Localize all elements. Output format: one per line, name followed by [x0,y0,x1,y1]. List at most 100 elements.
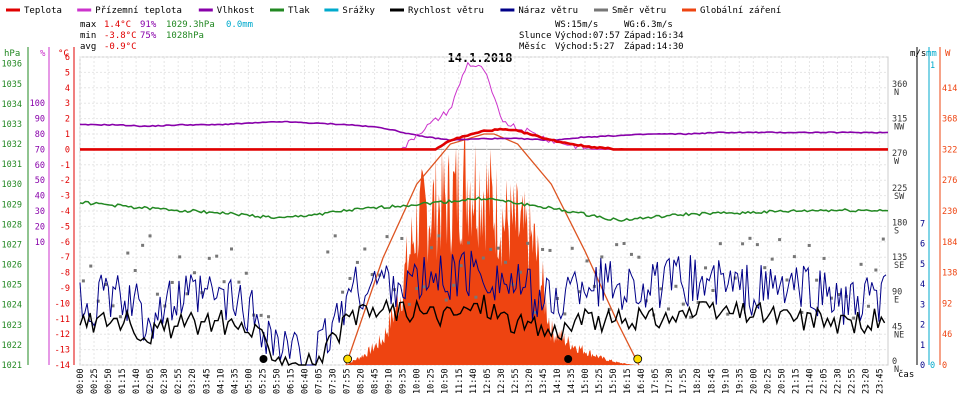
wind-direction-point [215,254,219,258]
tick-x: 13:20 [525,368,535,394]
legend-label: Směr větru [612,6,666,16]
tick-x: 01:40 [132,368,142,394]
tick-x: 09:10 [385,368,395,394]
tick-x: 00:25 [90,368,100,394]
wind-direction-point [659,287,663,291]
tick-ms: 2 [920,321,925,331]
wind-direction-point [104,283,108,287]
tick-x: 02:05 [146,368,156,394]
tick-hpa: 1032 [2,140,22,150]
tick-wm2: 138 [942,269,957,279]
wind-direction-point [526,241,530,245]
stats-max-hum: 91% [140,20,157,30]
tick-pct: 100 [30,99,45,109]
wind-direction-point [770,257,774,261]
tick-x: 01:15 [118,368,128,394]
tick-hpa: 1034 [2,100,22,110]
wind-direction-point [763,266,767,270]
legend-label: Přízemní teplota [95,6,182,16]
tick-x: 15:25 [595,368,605,394]
tick-x: 04:35 [230,368,240,394]
sun-marker [633,354,643,364]
stats-sun-label: Slunce [519,31,552,41]
tick-dir-label: S [894,226,899,236]
tick-hpa: 1036 [2,60,22,70]
tick-ms: 6 [920,240,925,250]
tick-wm2: 92 [942,299,952,309]
wind-direction-point [548,248,552,252]
legend: Teplota Přízemní teplota Vlhkost Tlak Srážky… [6,6,781,16]
axes: hPa1021102210231024102510261027102810291… [2,47,957,394]
stats-moon-rise: Východ:5:27 [555,42,615,52]
wind-direction-point [141,243,145,247]
tick-temp: -11 [55,315,70,325]
tick-dir-deg: 135 [892,253,907,263]
tick-x: 19:35 [735,368,745,394]
wind-direction-point [207,256,211,260]
stats-sun-rise: Východ:07:57 [555,31,620,41]
tick-x: 14:10 [553,368,563,394]
wind-direction-point [111,304,115,308]
tick-x: 07:05 [314,368,324,394]
tick-x: 11:15 [455,368,465,394]
series-tlak [79,196,889,222]
stats-moon-label: Měsíc [519,42,546,52]
wind-direction-point [541,247,545,251]
wind-direction-point [504,260,508,264]
tick-pct: 40 [35,192,45,202]
radiation-series [345,133,640,366]
series-p-zemn-teplota [80,61,888,150]
series-rychlost-v-tru [79,294,886,367]
wind-direction-point [681,302,685,306]
tick-x: 19:10 [721,368,731,394]
tick-dir-label: N [894,365,899,375]
tick-dir-deg: 45 [892,322,902,332]
tick-x: 23:20 [862,368,872,394]
tick-hpa: 1031 [2,160,22,170]
tick-x: 16:40 [637,368,647,394]
tick-ms: 3 [920,300,925,310]
wind-direction-point [467,241,471,245]
tick-dir-deg: 315 [892,114,907,124]
tick-temp: -6 [60,238,70,248]
wind-direction-point [370,273,374,277]
wind-direction-point [637,255,641,259]
tick-pct: 60 [35,161,45,171]
wind-direction-point [407,302,411,306]
tick-wm2: 414 [942,84,957,94]
tick-hpa: 1026 [2,261,22,271]
wind-direction-point [341,290,345,294]
tick-x: 20:00 [749,368,759,394]
tick-hpa: 1023 [2,321,22,331]
line-series [79,61,889,367]
wind-direction-point [192,271,196,275]
tick-x: 15:00 [581,368,591,394]
tick-x: 00:00 [76,368,86,394]
tick-x: 21:15 [791,368,801,394]
tick-dir-deg: 225 [892,184,907,194]
stats-avg-temp: -0.9°C [104,42,137,52]
stats-wg: WG:6.3m/s [624,20,673,30]
legend-label: Náraz větru [518,6,578,16]
tick-x: 23:45 [876,368,886,394]
wind-direction-point [363,247,367,251]
stats-min-temp: -3.8°C [104,31,137,41]
wind-direction-point [755,243,759,247]
wind-direction-point [118,315,122,319]
tick-temp: -13 [55,346,70,356]
wind-direction-point [81,279,85,283]
axis-title-wm2: W [945,49,951,59]
wind-direction-point [333,234,337,238]
tick-x: 02:30 [160,368,170,394]
tick-ms: 1 [920,341,925,351]
tick-temp: 1 [65,130,70,140]
wind-direction-point [615,243,619,247]
tick-x: 05:50 [272,368,282,394]
tick-wm2: 230 [942,207,957,217]
stats-min-label: min [80,31,96,41]
stats-min-hum: 75% [140,31,157,41]
tick-pct: 90 [35,115,45,125]
wind-direction-point [726,312,730,316]
series-vlhkost [79,120,889,142]
